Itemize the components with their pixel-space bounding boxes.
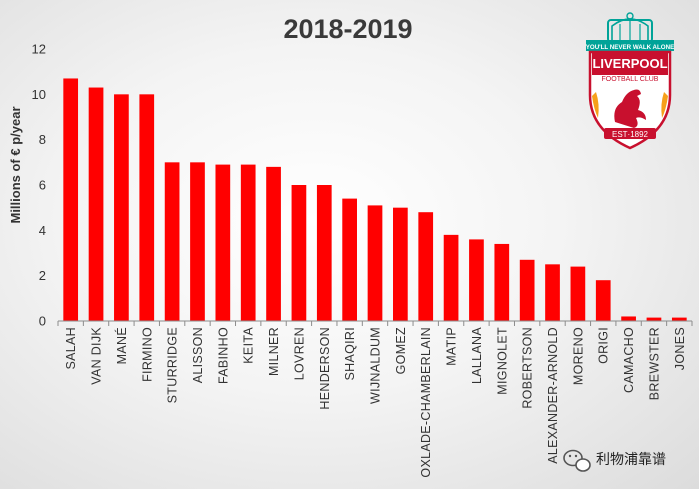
bar xyxy=(621,316,636,321)
liverbird-icon xyxy=(592,89,668,128)
wechat-icon xyxy=(563,449,591,472)
y-tick-label: 0 xyxy=(39,314,46,329)
x-tick-label: CAMACHO xyxy=(622,327,636,393)
logo-motto: YOU'LL NEVER WALK ALONE xyxy=(586,44,674,51)
bar xyxy=(443,234,459,321)
bar xyxy=(418,212,434,321)
x-tick-label: SALAH xyxy=(64,327,78,370)
bar xyxy=(139,94,155,321)
x-tick-label: MORENO xyxy=(571,327,585,385)
bar xyxy=(63,78,79,321)
bar xyxy=(494,243,510,321)
y-tick-label: 10 xyxy=(32,87,46,102)
bar xyxy=(367,205,383,321)
liverpool-crest-logo: YOU'LL NEVER WALK ALONE LIVERPOOL FOOTBA… xyxy=(586,12,674,150)
bar xyxy=(88,87,104,322)
x-tick-label: SHAQIRI xyxy=(343,327,357,381)
bar xyxy=(570,266,586,321)
bar xyxy=(646,317,662,321)
x-tick-label: LOVREN xyxy=(292,327,306,380)
x-tick-label: ROBERTSON xyxy=(521,327,535,409)
x-tick-label: ALISSON xyxy=(191,327,205,383)
x-tick-label: LALLANA xyxy=(470,327,484,384)
bar xyxy=(469,239,484,321)
y-tick-label: 4 xyxy=(39,223,46,238)
watermark: 利物浦靠谱 xyxy=(563,449,666,472)
bars xyxy=(63,78,687,322)
x-tick-label: MANÉ xyxy=(114,327,129,364)
bar xyxy=(215,164,231,321)
bar xyxy=(342,198,357,321)
x-tick-label: MIGNOLET xyxy=(495,327,509,395)
bar xyxy=(671,317,687,321)
x-tick-label: FABINHO xyxy=(216,327,230,384)
y-tick-label: 2 xyxy=(39,268,46,283)
x-tick-label: KEITA xyxy=(242,327,256,364)
x-tick-label: WIJNALDUM xyxy=(369,327,383,404)
logo-club-name: LIVERPOOL xyxy=(592,56,667,71)
bar xyxy=(114,94,129,321)
y-tick-label: 8 xyxy=(39,132,46,147)
x-axis-labels: SALAH VAN DIJK MANÉ FIRMINO STURRIDGE ALISSON… xyxy=(64,327,687,478)
y-tick-label: 12 xyxy=(32,42,46,57)
x-tick-label: STURRIDGE xyxy=(166,327,180,403)
logo-est: EST·1892 xyxy=(612,130,649,139)
x-tick-label: BREWSTER xyxy=(647,327,661,400)
bar xyxy=(595,280,611,321)
bar xyxy=(545,264,560,321)
bar xyxy=(393,207,408,321)
x-tick-label: ALEXANDER-ARNOLD xyxy=(546,327,560,464)
bar xyxy=(240,164,256,321)
x-tick-label: MATIP xyxy=(445,327,459,366)
bar xyxy=(519,259,535,321)
x-tick-label: MILNER xyxy=(267,327,281,376)
bar xyxy=(190,162,205,321)
chart-title: 2018-2019 xyxy=(283,14,412,44)
y-tick-label: 6 xyxy=(39,178,46,193)
x-tick-label: OXLADE-CHAMBERLAIN xyxy=(419,327,433,478)
logo-subname: FOOTBALL CLUB xyxy=(602,76,659,83)
gate-icon xyxy=(607,12,653,43)
y-axis-ticks: 0 2 4 6 8 10 12 xyxy=(32,42,46,329)
x-tick-label: JONES xyxy=(673,327,687,370)
x-tick-label: HENDERSON xyxy=(318,327,332,410)
bar xyxy=(316,185,332,321)
x-tick-label: GOMEZ xyxy=(394,327,408,374)
x-axis-ticks xyxy=(57,321,693,326)
bar xyxy=(291,185,307,321)
x-tick-label: VAN DIJK xyxy=(90,327,104,385)
x-tick-label: ORIGI xyxy=(597,327,611,364)
bar xyxy=(164,162,180,321)
watermark-text: 利物浦靠谱 xyxy=(596,452,666,468)
x-tick-label: FIRMINO xyxy=(140,327,154,382)
y-axis-label: Millions of € p/year xyxy=(8,106,23,223)
bar xyxy=(266,166,281,321)
